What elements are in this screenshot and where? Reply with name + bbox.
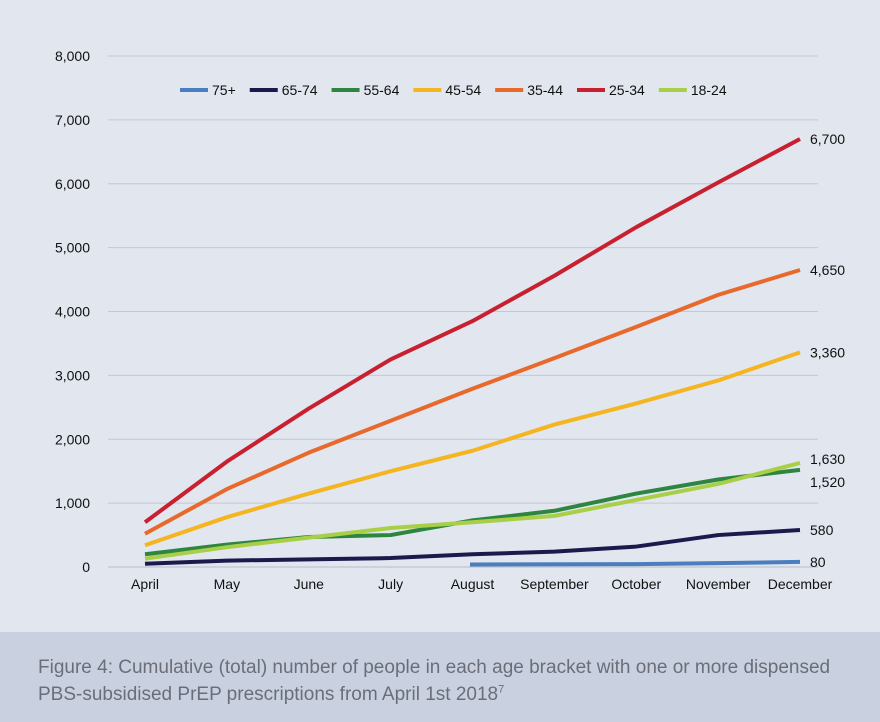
x-tick-label: August — [451, 576, 495, 592]
end-label-25-34: 6,700 — [810, 131, 845, 147]
x-tick-label: June — [294, 576, 325, 592]
gridlines — [108, 55, 818, 568]
caption-panel: Figure 4: Cumulative (total) number of p… — [0, 632, 880, 722]
x-tick-label: April — [131, 576, 159, 592]
y-tick-label: 2,000 — [55, 431, 90, 447]
end-label-65-74: 580 — [810, 522, 834, 538]
series-line-18-24 — [144, 460, 801, 561]
legend-label-25-34: 25-34 — [609, 82, 645, 98]
x-tick-label: September — [520, 576, 589, 592]
legend-label-65-74: 65-74 — [282, 82, 318, 98]
legend-label-45-54: 45-54 — [445, 82, 481, 98]
caption-text: Figure 4: Cumulative (total) number of p… — [38, 657, 831, 705]
series-line-75+ — [469, 559, 801, 567]
y-tick-label: 4,000 — [55, 304, 90, 320]
x-tick-label: November — [686, 576, 751, 592]
end-label-18-24: 1,630 — [810, 451, 845, 467]
y-tick-label: 5,000 — [55, 240, 90, 256]
end-label-35-44: 4,650 — [810, 262, 845, 278]
legend-label-18-24: 18-24 — [691, 82, 727, 98]
legend: 75+ 65-74 55-64 45-54 35-44 25-34 18-24 — [180, 82, 727, 98]
end-label-45-54: 3,360 — [810, 344, 845, 360]
series-line-45-54 — [144, 350, 801, 548]
chart-panel: 0 1,000 2,000 3,000 4,000 5,000 6,000 7,000 8,00… — [0, 0, 880, 632]
legend-label-75+: 75+ — [212, 82, 236, 98]
line-chart: 0 1,000 2,000 3,000 4,000 5,000 6,000 7,000 8,00… — [55, 48, 845, 592]
series-line-25-34 — [143, 137, 801, 524]
end-labels: 80 580 1,520 3,360 4,650 6,700 1,630 — [810, 131, 845, 570]
series-line-65-74 — [144, 527, 801, 566]
end-label-55-64: 1,520 — [810, 474, 845, 490]
x-tick-label: October — [611, 576, 661, 592]
y-axis-ticks: 0 1,000 2,000 3,000 4,000 5,000 6,000 7,000 8,00… — [55, 48, 90, 575]
series-line-35-44 — [144, 268, 801, 536]
y-tick-label: 0 — [82, 559, 90, 575]
x-axis-ticks: April May June July August September October No… — [131, 576, 833, 592]
series-lines — [143, 137, 801, 567]
x-tick-label: May — [214, 576, 240, 592]
x-tick-label: December — [768, 576, 833, 592]
y-tick-label: 1,000 — [55, 495, 90, 511]
legend-label-55-64: 55-64 — [364, 82, 400, 98]
y-tick-label: 8,000 — [55, 48, 90, 64]
y-tick-label: 7,000 — [55, 112, 90, 128]
y-tick-label: 6,000 — [55, 176, 90, 192]
x-tick-label: July — [378, 576, 403, 592]
legend-label-35-44: 35-44 — [527, 82, 563, 98]
end-label-75+: 80 — [810, 554, 826, 570]
caption-footnote: 7 — [498, 683, 505, 696]
y-tick-label: 3,000 — [55, 367, 90, 383]
figure-caption: Figure 4: Cumulative (total) number of p… — [38, 654, 838, 708]
